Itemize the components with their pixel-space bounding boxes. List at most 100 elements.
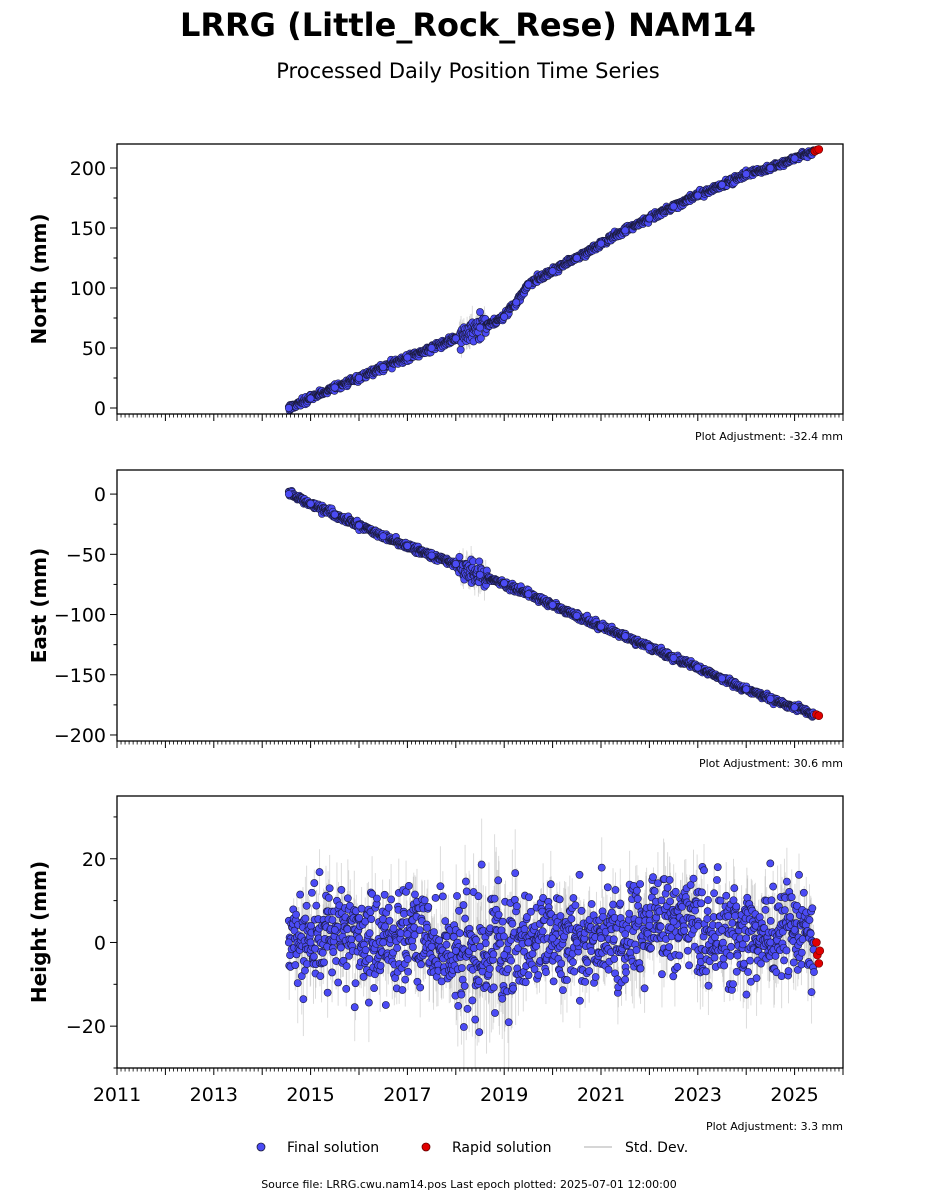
north-final-points <box>284 146 818 414</box>
north-y-axis-label: North (mm) <box>27 213 51 344</box>
east-rapid-point <box>814 711 824 721</box>
east-y-tick-label: −200 <box>54 725 106 747</box>
north-y-tick-label: 150 <box>70 218 106 240</box>
east-y-tick-label: −100 <box>54 605 106 627</box>
east-final-point <box>355 521 363 530</box>
north-final-point <box>451 334 460 343</box>
height-final-point <box>742 934 751 943</box>
height-final-point <box>451 946 460 955</box>
legend-final-marker <box>256 1142 266 1152</box>
north-final-point <box>766 164 775 172</box>
height-data <box>284 818 825 1068</box>
height-rapid-point <box>815 946 825 956</box>
height-final-point <box>284 938 293 947</box>
legend-rapid-label: Rapid solution <box>452 1140 552 1156</box>
north-final-point <box>403 353 412 362</box>
height-final-point <box>790 926 799 934</box>
east-final-point <box>476 570 484 579</box>
height-x-tick-label: 2017 <box>383 1084 431 1106</box>
height-final-point <box>330 926 339 934</box>
east-final-point <box>790 703 799 712</box>
height-final-point <box>766 938 775 947</box>
height-final-point <box>693 921 702 930</box>
height-x-tick-label: 2021 <box>577 1084 625 1106</box>
east-final-point <box>621 632 630 641</box>
height-final-point <box>621 930 630 938</box>
height-final-point <box>476 942 484 951</box>
height-final-point <box>548 934 557 943</box>
east-final-point <box>451 560 460 568</box>
north-panel: 0 50 100 150 200 North (mm) Plot Adjustment: -… <box>27 143 844 443</box>
north-y-tick-label: 200 <box>70 158 106 180</box>
north-final-point <box>512 298 521 307</box>
height-final-point <box>524 938 533 947</box>
north-final-point <box>742 170 751 178</box>
height-final-point <box>355 934 363 943</box>
east-final-point <box>306 499 315 508</box>
legend-std-label: Std. Dev. <box>625 1140 688 1156</box>
legend: Final solution Rapid solution Std. Dev. <box>256 1140 688 1156</box>
east-final-point <box>427 551 436 560</box>
east-final-point <box>572 611 581 620</box>
height-y-tick-label: 0 <box>94 932 106 954</box>
north-final-point <box>427 344 436 352</box>
height-final-point <box>597 934 605 943</box>
north-final-point <box>597 239 605 248</box>
height-final-point <box>427 942 436 951</box>
east-y-axis-label: East (mm) <box>27 548 51 664</box>
height-final-point <box>306 938 315 947</box>
east-final-point <box>403 541 412 550</box>
north-final-point <box>284 404 293 412</box>
legend-rapid-marker <box>421 1142 431 1152</box>
north-final-point <box>476 323 484 332</box>
east-y-tick-label: 0 <box>94 484 106 506</box>
north-final-point <box>645 214 654 223</box>
north-y-tick-label: 100 <box>70 278 106 300</box>
east-final-point <box>284 490 293 498</box>
east-final-point <box>548 600 557 609</box>
height-final-point <box>403 930 412 938</box>
east-final-point <box>330 510 339 519</box>
height-panel: 2011 2013 2015 2017 2019 2021 2023 2025 20 0 −20 He… <box>27 795 844 1133</box>
north-final-point <box>548 267 557 276</box>
east-panel: 0 −50 −100 −150 −200 East (mm) Plot Adjustment… <box>27 469 844 770</box>
legend-final-label: Final solution <box>287 1140 379 1156</box>
east-final-point <box>669 653 678 662</box>
source-note: Source file: LRRG.cwu.nam14.pos Last epo… <box>261 1178 677 1191</box>
height-x-tick-label: 2025 <box>770 1084 818 1106</box>
north-y-tick-label: 0 <box>94 398 106 420</box>
height-final-point <box>379 938 388 947</box>
east-y-tick-label: −50 <box>66 544 106 566</box>
height-x-tick-label: 2015 <box>286 1084 334 1106</box>
north-final-point <box>790 154 799 163</box>
north-plot-adjustment: Plot Adjustment: -32.4 mm <box>695 430 843 443</box>
east-final-point <box>742 685 751 694</box>
north-final-point <box>330 383 339 392</box>
height-rapid-point <box>812 938 821 947</box>
north-data <box>284 145 824 414</box>
north-final-point <box>718 180 726 189</box>
height-y-tick-label: 20 <box>82 849 106 871</box>
height-y-tick-label: −20 <box>66 1016 106 1038</box>
east-final-point <box>718 674 726 683</box>
figure-subtitle: Processed Daily Position Time Series <box>276 59 660 83</box>
height-y-axis-label: Height (mm) <box>27 861 51 1003</box>
east-axes-frame <box>116 469 844 742</box>
east-final-point <box>645 643 654 651</box>
east-final-point <box>379 532 388 541</box>
height-final-point <box>669 917 678 926</box>
north-final-point <box>306 394 315 403</box>
east-data <box>284 486 824 721</box>
east-final-point <box>766 694 775 703</box>
north-final-point <box>572 254 581 262</box>
height-x-tick-label: 2023 <box>674 1084 722 1106</box>
north-y-tick-label: 50 <box>82 338 106 360</box>
east-final-point <box>500 579 509 588</box>
height-final-point <box>500 951 509 959</box>
height-x-tick-label: 2011 <box>93 1084 141 1106</box>
east-final-point <box>693 663 702 672</box>
east-final-point <box>597 622 605 631</box>
height-rapid-point <box>814 959 824 968</box>
north-final-point <box>500 312 509 321</box>
east-plot-adjustment: Plot Adjustment: 30.6 mm <box>699 757 843 770</box>
